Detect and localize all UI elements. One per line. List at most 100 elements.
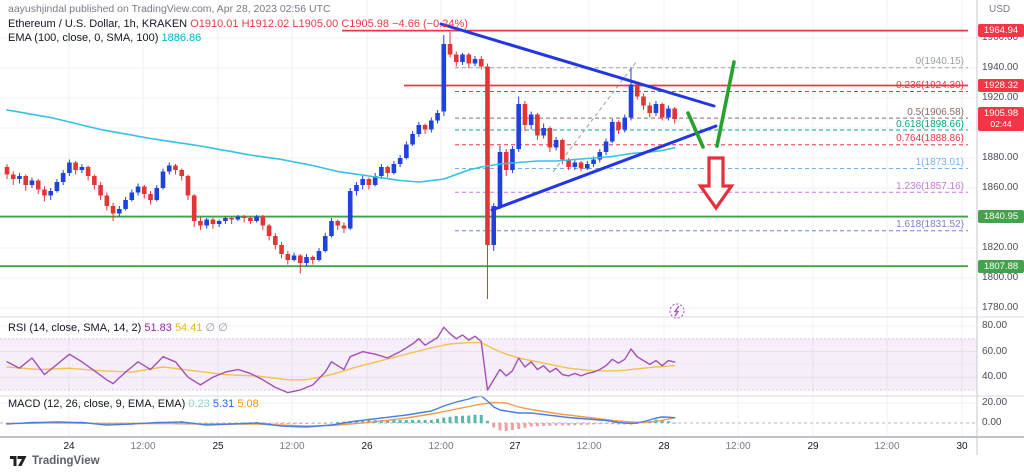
indicator-line (6, 395, 676, 428)
candle-body (628, 84, 634, 118)
ohlc-high: H1912.02 (241, 18, 290, 30)
price-axis-tick: 1780.00 (982, 302, 1019, 313)
macd-histogram-bar (292, 423, 296, 424)
symbol-legend[interactable]: Ethereum / U.S. Dollar, 1h, KRAKEN O1910… (8, 18, 468, 30)
macd-histogram-bar (298, 423, 302, 424)
candle-body (397, 158, 403, 164)
fib-level-label: 0(1940.15) (915, 56, 964, 68)
candle-body (404, 144, 409, 158)
ema-legend[interactable]: EMA (100, close, 0, SMA, 100) 1886.86 (8, 32, 201, 44)
candle-body (541, 128, 546, 136)
candle-body (497, 152, 503, 206)
candle-body (634, 84, 640, 97)
candle-body (528, 114, 534, 125)
green-mark-line[interactable] (686, 111, 705, 149)
price-axis-tick: 0.00 (982, 417, 1002, 428)
candle-body (616, 122, 621, 130)
macd-histogram-bar (448, 416, 452, 423)
macd-histogram-bar (417, 420, 421, 423)
macd-histogram-bar (267, 423, 271, 424)
candle-body (54, 182, 60, 191)
macd-histogram-bar (261, 422, 265, 424)
candle-body (4, 167, 10, 175)
macd-histogram-bar (323, 422, 327, 424)
candle-body (622, 117, 628, 130)
fib-level-label: 1.618(1831.52) (896, 219, 964, 231)
candle-body (466, 54, 472, 64)
candle-body (553, 140, 559, 148)
time-axis-tick: 25 (212, 441, 224, 452)
candle-body (92, 176, 97, 185)
candle-body (110, 206, 116, 214)
macd-histogram-bar (623, 423, 627, 425)
macd-histogram-bar (280, 423, 284, 424)
candle-body (173, 165, 178, 170)
candle-body (347, 191, 353, 229)
time-axis-tick: 12:00 (874, 441, 900, 452)
macd-histogram-bar (454, 416, 458, 423)
candle-body (422, 125, 428, 130)
symbol-title: Ethereum / U.S. Dollar, 1h, KRAKEN (8, 18, 188, 30)
candle-body (372, 176, 378, 185)
macd-histogram-bar (461, 415, 465, 423)
candle-body (435, 113, 440, 121)
candle-body (560, 140, 565, 160)
rsi-label: RSI (14, close, SMA, 14, 2) (8, 322, 142, 334)
candle-body (210, 219, 216, 224)
macd-histogram-bar (666, 421, 670, 423)
macd-histogram-bar (479, 415, 483, 423)
ohlc-change: −4.66 (−0.24%) (392, 18, 468, 30)
macd-histogram-bar (423, 420, 427, 423)
candle-body (73, 162, 78, 170)
candle-body (585, 164, 590, 169)
candle-body (148, 194, 153, 200)
down-arrow-annotation[interactable] (697, 156, 735, 211)
macd-histogram-bar (560, 423, 564, 426)
candle-body (641, 96, 646, 106)
tradingview-logo-text: TradingView (32, 455, 100, 467)
candle-body (453, 54, 459, 62)
candle-body (185, 176, 191, 196)
green-mark-line[interactable] (715, 60, 736, 148)
candle-body (341, 225, 347, 229)
tradingview-logo-icon (10, 456, 27, 466)
candle-body (329, 221, 334, 236)
candle-body (322, 236, 328, 251)
macd-histogram-bar (592, 423, 596, 425)
macd-histogram-bar (336, 422, 340, 423)
rsi-legend[interactable]: RSI (14, close, SMA, 14, 2) 51.83 54.41 … (8, 321, 228, 334)
price-axis-tick: 1940.00 (982, 62, 1019, 73)
fib-base-line[interactable] (552, 61, 637, 173)
price-axis-tick: 1800.00 (982, 272, 1019, 283)
trendline[interactable] (490, 124, 718, 212)
candle-body (223, 218, 228, 221)
macd-histogram-bar (361, 420, 365, 423)
candle-body (85, 167, 91, 176)
macd-histogram-bar (398, 420, 402, 423)
candle-body (335, 221, 341, 226)
macd-histogram-bar (411, 420, 415, 423)
candle-body (254, 216, 259, 221)
fib-level-label: 0.764(1888.86) (896, 133, 964, 145)
candle-body (429, 120, 434, 130)
candle-body (166, 165, 172, 172)
candle-body (141, 186, 147, 194)
candle-body (129, 192, 135, 200)
fib-level-label: 1(1873.01) (915, 156, 964, 168)
macd-histogram-bar (504, 423, 508, 431)
time-axis-tick: 26 (361, 441, 373, 452)
candle-body (385, 167, 390, 173)
candle-body (609, 122, 615, 142)
macd-legend[interactable]: MACD (12, 26, close, 9, EMA, EMA) 0.23 5… (8, 398, 259, 410)
tradingview-logo[interactable]: TradingView (10, 455, 100, 467)
candle-body (60, 173, 66, 182)
trendline[interactable] (439, 22, 716, 108)
candle-body (285, 254, 291, 260)
macd-histogram-bar (542, 423, 546, 426)
price-axis-tick: 40.00 (982, 371, 1008, 383)
fib-level-label: 1.236(1857.16) (896, 180, 964, 192)
price-axis-tick: 1880.00 (982, 152, 1019, 163)
ohlc-close: C1905.98 (341, 18, 390, 30)
candle-body (29, 180, 35, 185)
